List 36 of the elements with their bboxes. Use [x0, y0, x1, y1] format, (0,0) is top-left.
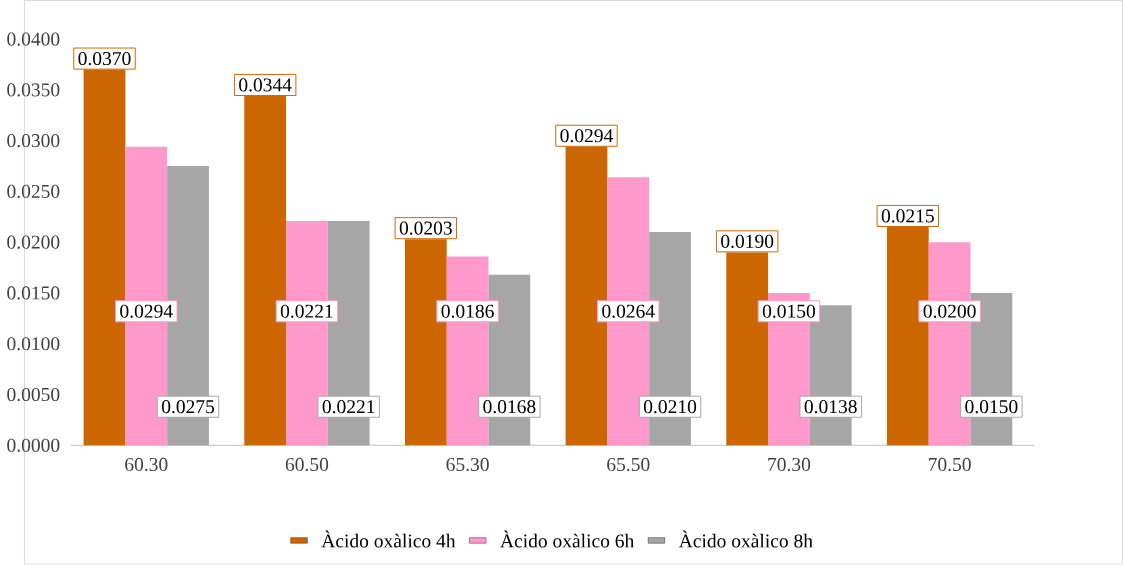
data-label: 0.0150: [965, 400, 1018, 414]
y-tick-label: 0.0050: [7, 388, 60, 402]
y-tick-label: 0.0300: [7, 134, 60, 148]
y-tick-label: 0.0200: [7, 235, 60, 249]
y-tick-label: 0.0000: [7, 438, 60, 453]
data-label: 0.0168: [483, 400, 536, 414]
legend-label: Àcido oxàlico 6h: [500, 530, 635, 548]
data-label: 0.0215: [881, 209, 934, 223]
x-tick-label: 65.50: [607, 458, 650, 472]
x-tick-label: 60.50: [285, 458, 329, 472]
data-label: 0.0186: [441, 304, 494, 319]
y-tick-label: 0.0150: [7, 286, 60, 300]
data-label: 0.0275: [161, 400, 215, 414]
x-tick-label: 65.30: [446, 458, 489, 472]
data-label: 0.0294: [560, 129, 614, 143]
data-label: 0.0190: [721, 234, 774, 249]
y-tick-label: 0.0250: [7, 184, 60, 199]
y-tick-label: 0.0400: [7, 32, 60, 46]
data-label: 0.0221: [280, 304, 333, 319]
x-tick-label: 60.30: [125, 458, 168, 472]
data-label: 0.0264: [602, 304, 655, 319]
legend-label: Àcido oxàlico 8h: [678, 530, 813, 548]
y-tick-label: 0.0350: [7, 83, 60, 97]
data-label: 0.0370: [78, 52, 131, 66]
data-label: 0.0221: [322, 400, 375, 414]
x-tick-label: 70.30: [768, 458, 811, 472]
data-label: 0.0210: [643, 400, 697, 414]
data-label: 0.0203: [399, 221, 452, 235]
y-tick-label: 0.0100: [7, 337, 60, 351]
legend-label: Àcido oxàlico 4h: [321, 530, 456, 548]
data-label: 0.0294: [120, 304, 173, 319]
data-label: 0.0150: [762, 304, 816, 319]
data-label: 0.0344: [239, 78, 292, 92]
data-label: 0.0138: [804, 400, 857, 414]
data-label: 0.0200: [923, 304, 976, 319]
x-tick-label: 70.50: [928, 458, 971, 472]
